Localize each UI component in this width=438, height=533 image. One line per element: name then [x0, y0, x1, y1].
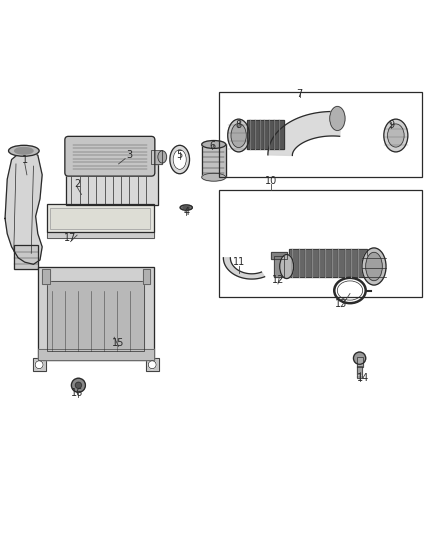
Bar	[272, 252, 287, 259]
Bar	[289, 249, 367, 277]
Bar	[47, 281, 144, 351]
Ellipse shape	[9, 146, 39, 156]
Text: 4: 4	[183, 207, 189, 217]
Bar	[42, 269, 50, 284]
Bar	[247, 120, 285, 149]
Bar	[46, 204, 153, 232]
Bar	[272, 252, 287, 259]
Bar	[66, 164, 158, 205]
Polygon shape	[223, 258, 265, 279]
Ellipse shape	[280, 254, 293, 279]
Bar	[38, 266, 153, 360]
Text: 1: 1	[21, 155, 28, 165]
Bar	[47, 281, 144, 351]
Text: 12: 12	[272, 276, 284, 286]
Bar	[274, 256, 285, 277]
Bar	[143, 269, 150, 284]
Ellipse shape	[366, 252, 382, 281]
Bar	[146, 358, 159, 372]
Ellipse shape	[180, 205, 192, 210]
Text: 9: 9	[389, 119, 395, 130]
Bar	[357, 357, 363, 367]
Bar	[357, 366, 362, 378]
Text: 6: 6	[209, 141, 215, 151]
Ellipse shape	[14, 148, 33, 154]
Bar	[42, 269, 50, 284]
Bar	[46, 204, 153, 232]
Ellipse shape	[158, 151, 166, 163]
Bar	[357, 357, 363, 367]
Ellipse shape	[170, 146, 190, 174]
Ellipse shape	[384, 119, 408, 152]
Bar	[289, 249, 367, 277]
Circle shape	[148, 361, 156, 369]
Ellipse shape	[388, 124, 404, 147]
Ellipse shape	[231, 124, 246, 148]
Bar	[32, 358, 46, 372]
Bar	[32, 358, 46, 372]
Bar	[38, 350, 153, 360]
Bar	[14, 245, 38, 269]
Bar	[274, 256, 285, 277]
Ellipse shape	[202, 141, 226, 148]
FancyBboxPatch shape	[65, 136, 155, 176]
Text: 8: 8	[236, 119, 242, 130]
Bar	[202, 144, 226, 177]
Bar	[247, 120, 285, 149]
Text: 5: 5	[177, 150, 183, 160]
Bar	[50, 207, 150, 229]
Bar	[151, 151, 162, 164]
Bar	[50, 207, 150, 229]
Text: 16: 16	[71, 388, 83, 398]
Text: 10: 10	[265, 176, 278, 187]
Bar	[66, 164, 158, 205]
Text: 14: 14	[357, 373, 369, 383]
Circle shape	[35, 361, 43, 369]
Circle shape	[71, 378, 85, 392]
Ellipse shape	[330, 107, 345, 131]
Text: 7: 7	[297, 89, 303, 99]
Bar	[46, 231, 153, 238]
Text: 2: 2	[74, 179, 80, 189]
Bar	[219, 190, 422, 297]
Ellipse shape	[362, 248, 386, 285]
Text: 3: 3	[127, 150, 133, 160]
Bar	[202, 144, 226, 177]
Bar	[219, 92, 422, 177]
Text: 15: 15	[113, 338, 125, 348]
Bar	[46, 231, 153, 238]
Ellipse shape	[173, 150, 186, 169]
Bar	[143, 269, 150, 284]
Polygon shape	[5, 149, 42, 264]
Text: 17: 17	[64, 233, 77, 243]
Bar	[357, 366, 362, 378]
Ellipse shape	[228, 119, 250, 152]
Text: 13: 13	[335, 298, 347, 309]
Circle shape	[75, 382, 81, 389]
Circle shape	[353, 352, 366, 364]
Bar	[151, 150, 162, 164]
Polygon shape	[268, 111, 342, 156]
Text: 11: 11	[233, 257, 245, 267]
Bar	[146, 358, 159, 372]
Ellipse shape	[202, 173, 226, 181]
Bar	[14, 245, 38, 269]
Ellipse shape	[183, 206, 190, 209]
Bar	[38, 350, 153, 360]
Bar	[38, 266, 153, 360]
